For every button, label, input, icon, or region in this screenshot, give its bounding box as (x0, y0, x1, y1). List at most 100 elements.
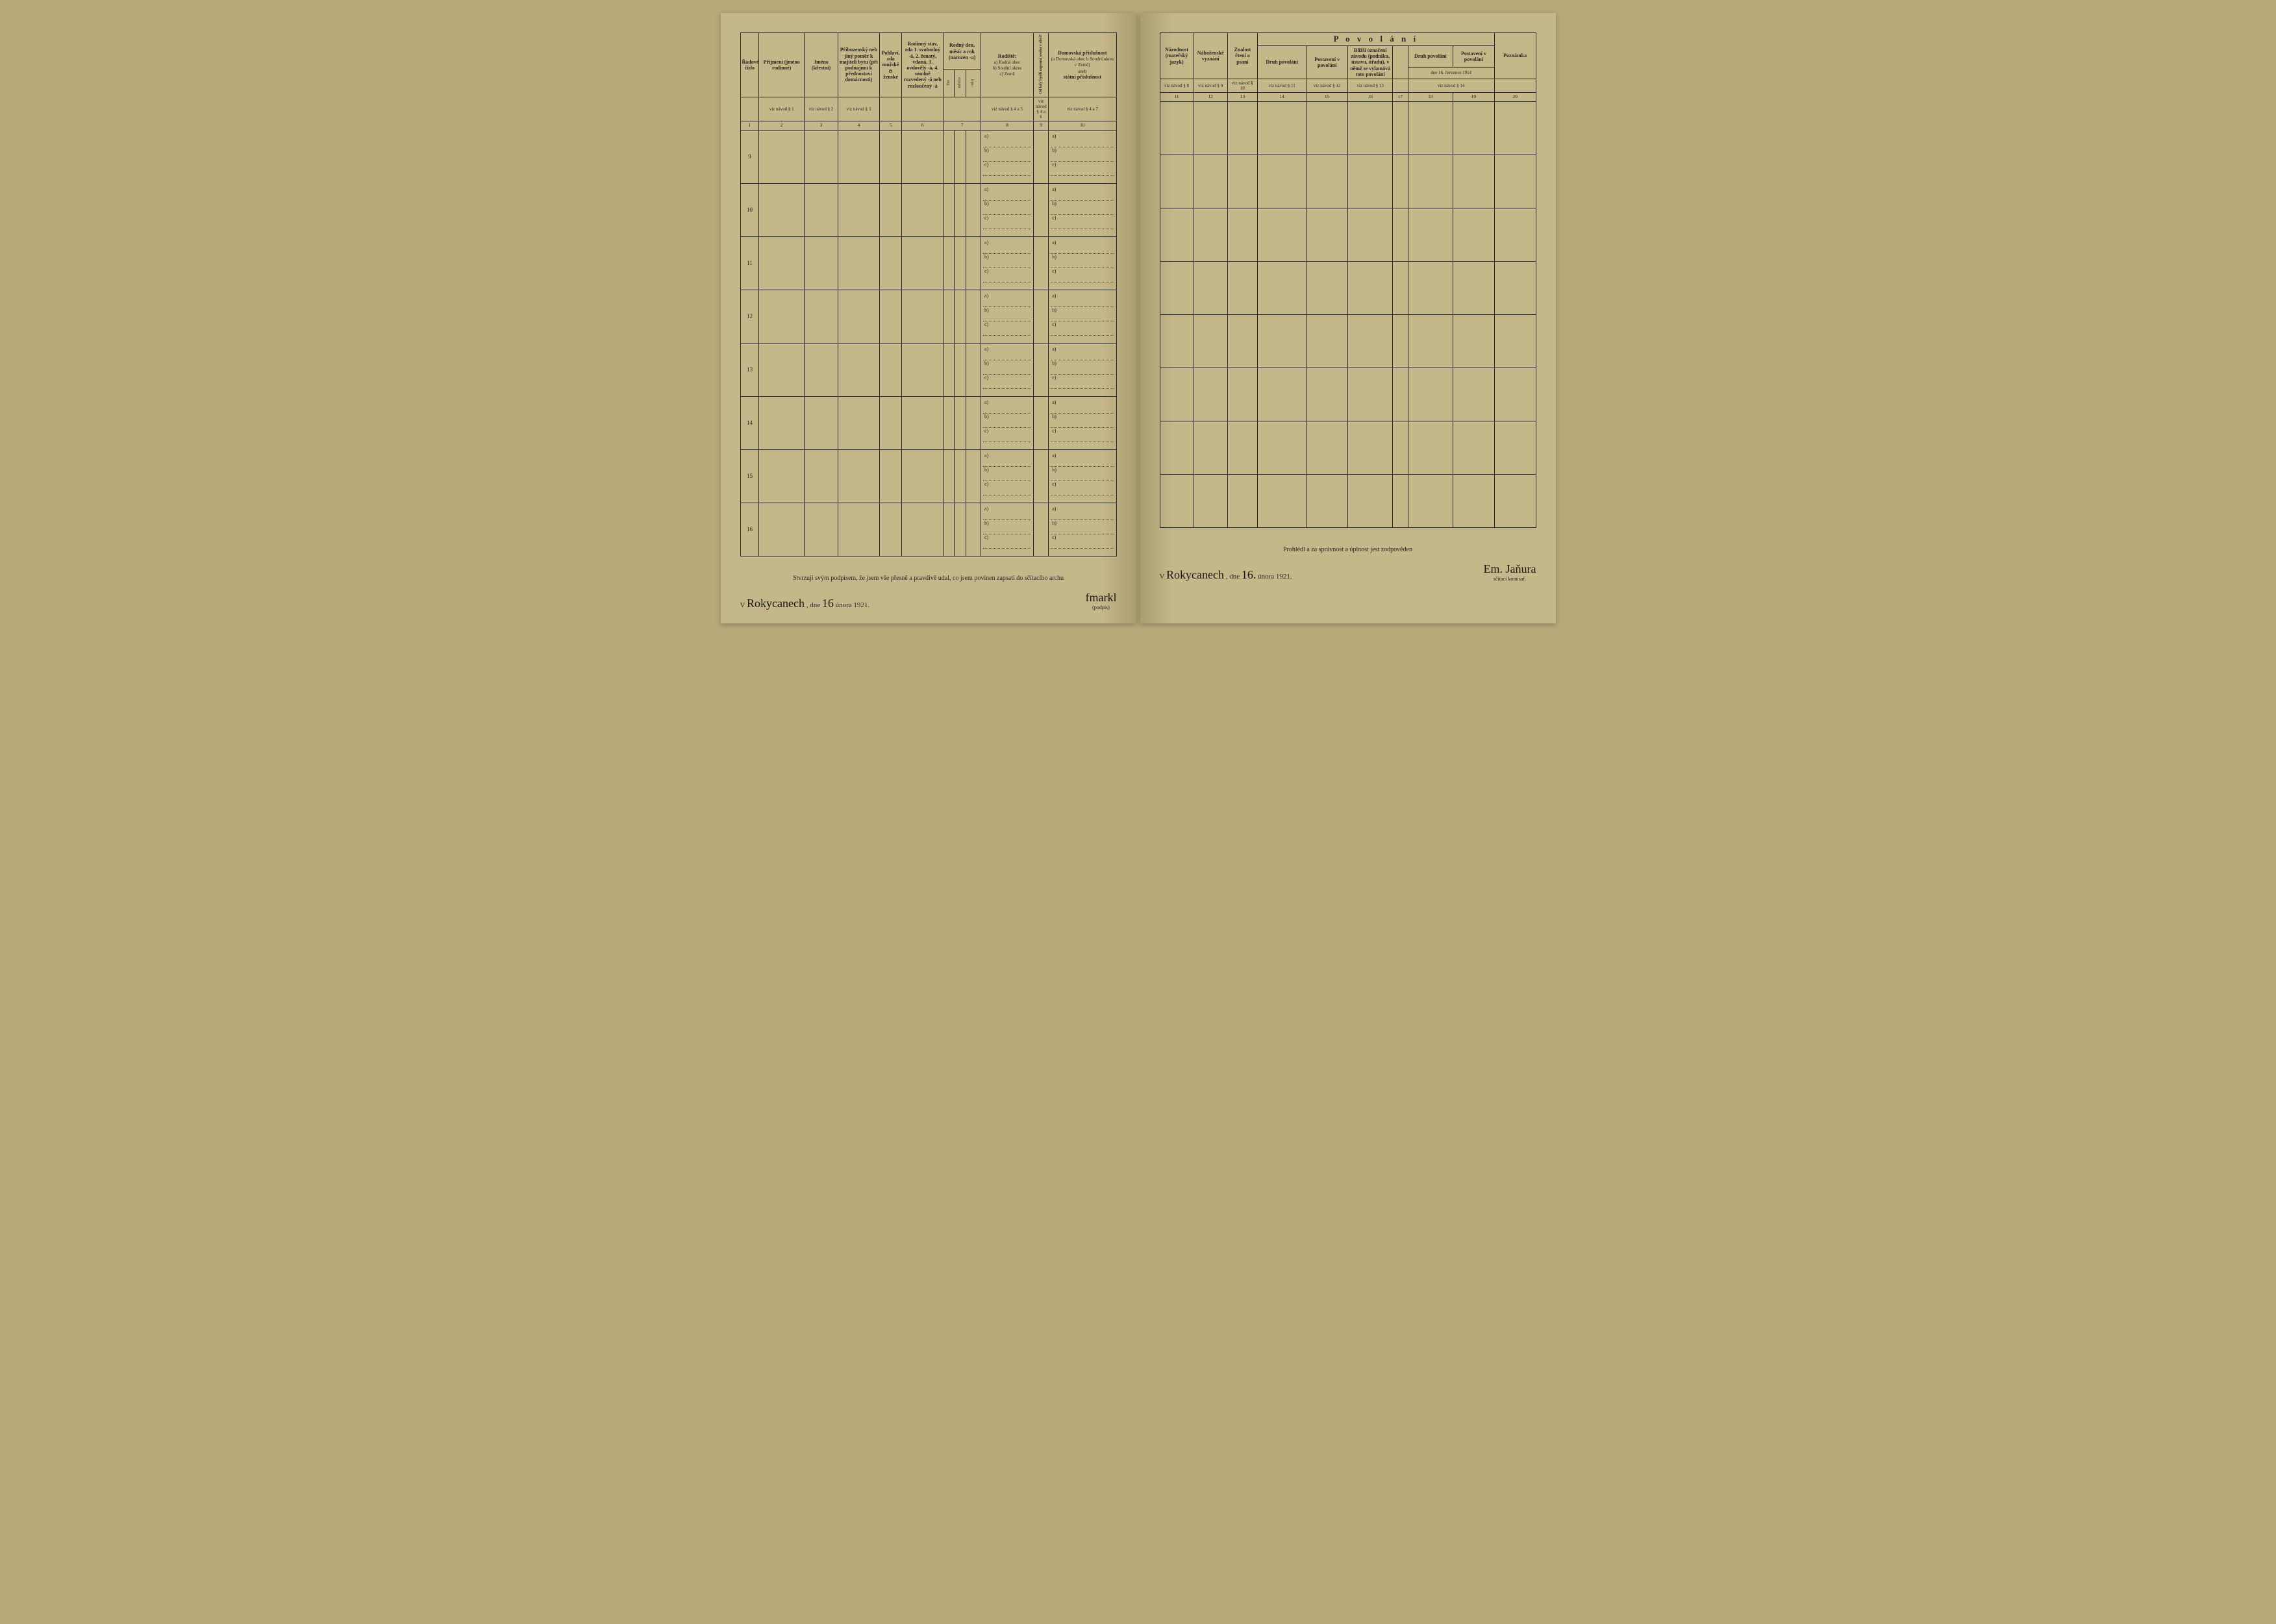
place-line-left: V Rokycanech , dne 16 února 1921. (740, 597, 870, 610)
cell (955, 450, 966, 503)
cell (966, 397, 981, 450)
hdr-c10: Domovská příslušnost (a Domovská obec b … (1049, 33, 1116, 97)
cell (1347, 474, 1392, 527)
hdr-c10-title: Domovská příslušnost (1058, 50, 1107, 56)
cell (1453, 155, 1495, 208)
cell (1227, 421, 1257, 474)
abc-label: b) (1052, 360, 1057, 366)
cell (1408, 474, 1453, 527)
hint-empty (740, 97, 759, 121)
row-number: 12 (740, 290, 759, 344)
census-table-right: Národnost (mateřský jazyk) Náboženské vy… (1160, 32, 1536, 528)
hdr-c19: Postavení v povolání (1453, 45, 1495, 67)
row-number: 10 (740, 184, 759, 237)
cell (1393, 101, 1408, 155)
cell (1408, 261, 1453, 314)
cell (804, 503, 838, 556)
hdr-c7: Rodný den, měsíc a rok (narozen -a) (944, 33, 981, 70)
cell (1160, 474, 1194, 527)
cell (1160, 261, 1194, 314)
abc-label: a) (1052, 506, 1056, 512)
cell (879, 503, 902, 556)
cell (1258, 421, 1307, 474)
cell (955, 397, 966, 450)
row-number: 16 (740, 503, 759, 556)
hint-c11: viz návod § 8 (1160, 79, 1194, 92)
cell (1227, 208, 1257, 261)
rodiste-cell: a)b)c) (981, 397, 1034, 450)
cell (1453, 101, 1495, 155)
cell (1408, 314, 1453, 368)
hint-empty (1393, 79, 1408, 92)
table-row: 14a)b)c)a)b)c) (740, 397, 1116, 450)
abc-label: a) (1052, 453, 1056, 458)
cell (838, 290, 880, 344)
abc-label: a) (1052, 186, 1056, 192)
cell (1258, 314, 1307, 368)
domov-cell: a)b)c) (1049, 184, 1116, 237)
table-row: 11a)b)c)a)b)c) (740, 237, 1116, 290)
colnum: 10 (1049, 121, 1116, 131)
cell (1194, 261, 1227, 314)
hdr-c1: Řadové číslo (740, 33, 759, 97)
abc-label: a) (1052, 399, 1056, 405)
abc-label: c) (984, 162, 988, 168)
abc-label: b) (1052, 414, 1057, 419)
cell (1258, 368, 1307, 421)
colnum: 17 (1393, 92, 1408, 101)
table-row: 12a)b)c)a)b)c) (740, 290, 1116, 344)
cell (1347, 368, 1392, 421)
colnum: 18 (1408, 92, 1453, 101)
signature-right: Em. Jaňura (1484, 562, 1536, 575)
cell (1393, 155, 1408, 208)
cell (759, 450, 804, 503)
cell (1034, 397, 1049, 450)
abc-label: b) (984, 360, 989, 366)
census-page-right: Národnost (mateřský jazyk) Náboženské vy… (1140, 13, 1556, 623)
hdr-c4: Příbuzenský neb jiný poměr k majiteli by… (838, 33, 880, 97)
cell (759, 397, 804, 450)
abc-label: b) (1052, 467, 1057, 473)
cell (955, 131, 966, 184)
row-number: 11 (740, 237, 759, 290)
abc-label: c) (984, 321, 988, 327)
cell (804, 397, 838, 450)
cell (1347, 155, 1392, 208)
abc-label: c) (1052, 534, 1056, 540)
cell (1194, 155, 1227, 208)
cell (879, 397, 902, 450)
cell (944, 503, 955, 556)
hdr-c11: Národnost (mateřský jazyk) (1160, 33, 1194, 79)
hdr-c10c: státní příslušnost (1064, 74, 1101, 80)
colnum: 4 (838, 121, 880, 131)
abc-label: b) (1052, 520, 1057, 526)
table-row: 10a)b)c)a)b)c) (740, 184, 1116, 237)
cell (1408, 208, 1453, 261)
signature-caption-left: (podpis) (1086, 605, 1117, 610)
signature-caption-right: sčítací komisař. (1484, 576, 1536, 582)
hint-c16: viz návod § 13 (1347, 79, 1392, 92)
hdr-c10b: aneb (1078, 69, 1086, 74)
place-line-right: V Rokycanech , dne 16. února 1921. (1160, 568, 1292, 582)
signature-left: fmarkl (1086, 591, 1117, 604)
cell (1307, 474, 1348, 527)
cell (1494, 101, 1536, 155)
table-row: 9a)b)c)a)b)c) (740, 131, 1116, 184)
hdr-c18: Druh povolání (1408, 45, 1453, 67)
domov-cell: a) b) c) (1049, 503, 1116, 556)
cell (1194, 421, 1227, 474)
cell (804, 237, 838, 290)
row-number: 15 (740, 450, 759, 503)
cell (902, 237, 944, 290)
table-row (1160, 421, 1536, 474)
abc-label: c) (1052, 321, 1056, 327)
cell (1258, 261, 1307, 314)
cell (1307, 314, 1348, 368)
cell (1453, 208, 1495, 261)
abc-label: a) (984, 453, 988, 458)
cell (902, 184, 944, 237)
cell (1494, 421, 1536, 474)
cell (1227, 155, 1257, 208)
abc-label: b) (1052, 201, 1057, 206)
hdr-c14: Druh povolání (1258, 45, 1307, 79)
